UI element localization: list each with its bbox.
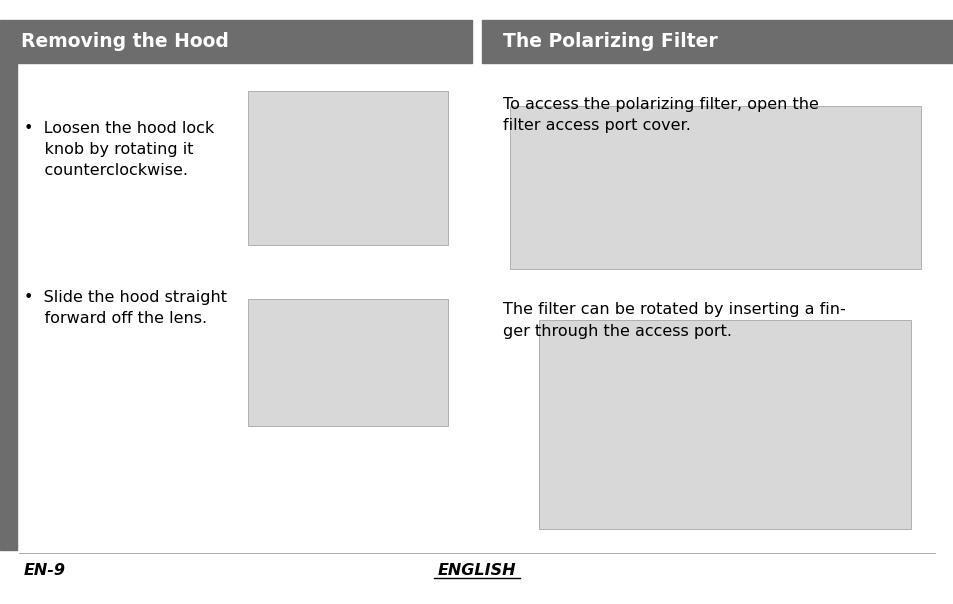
Bar (248, 299, 448, 426)
Text: The filter can be rotated by inserting a fin-
ger through the access port.: The filter can be rotated by inserting a… (502, 302, 844, 339)
Text: The Polarizing Filter: The Polarizing Filter (502, 32, 717, 51)
Bar (0, 63, 17, 550)
Text: ENGLISH: ENGLISH (437, 564, 516, 578)
Text: Removing the Hood: Removing the Hood (21, 32, 229, 51)
Bar (481, 20, 953, 63)
Bar (0, 20, 472, 63)
Bar (248, 91, 448, 245)
Bar (510, 106, 920, 269)
Text: EN-9: EN-9 (24, 564, 66, 578)
Text: To access the polarizing filter, open the
filter access port cover.: To access the polarizing filter, open th… (502, 97, 818, 133)
Bar (538, 320, 910, 528)
Text: •  Slide the hood straight
    forward off the lens.: • Slide the hood straight forward off th… (24, 290, 227, 326)
Text: •  Loosen the hood lock
    knob by rotating it
    counterclockwise.: • Loosen the hood lock knob by rotating … (24, 121, 213, 178)
